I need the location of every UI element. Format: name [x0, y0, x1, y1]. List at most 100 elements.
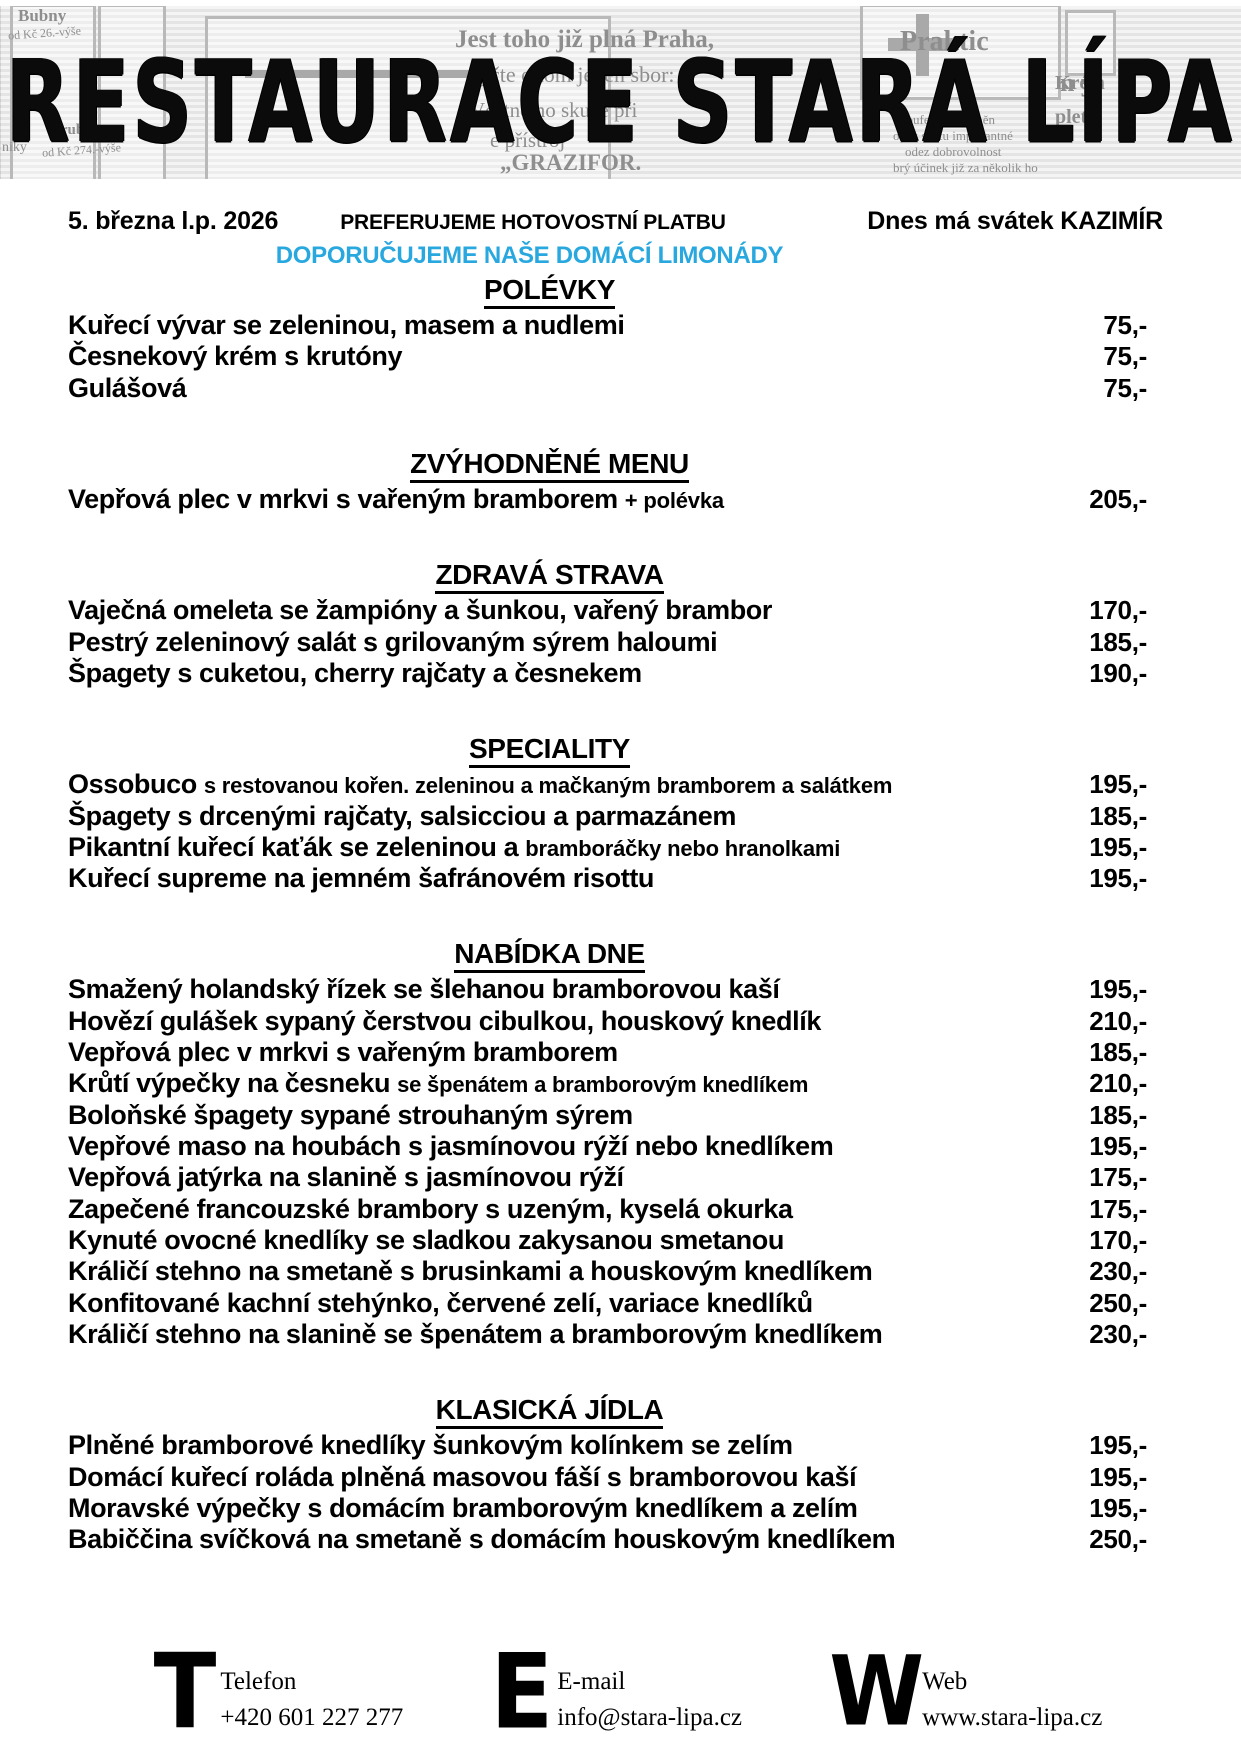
menu-item-price: 185,- [1089, 800, 1147, 831]
np-fragment-ny: n y [1060, 68, 1094, 97]
menu-item-name: Pikantní kuřecí kaťák se zeleninou a [68, 831, 519, 862]
restaurant-title: RESTAURACE STARÁ LÍPA [5, 38, 1236, 169]
np-fragment-niky: niky [2, 140, 27, 155]
menu-item-row: Česnekový krém s krutóny 75,- [68, 341, 1181, 372]
menu-item-name: Ossobuco [68, 769, 197, 800]
menu-sections: POLÉVKY Kuřecí vývar se zeleninou, masem … [68, 274, 1181, 1555]
menu-item-name: Špagety s cuketou, cherry rajčaty a česn… [68, 657, 642, 688]
info-row: 5. března l.p. 2026 PREFERUJEME HOTOVOST… [68, 207, 1181, 236]
menu-item-row: Hovězí gulášek sypaný čerstvou cibulkou,… [68, 1006, 1181, 1037]
section-gap [68, 894, 1181, 934]
menu-item-row: Ossobuco s restovanou kořen. zeleninou a … [68, 769, 1181, 800]
menu-item-price: 175,- [1089, 1193, 1147, 1224]
np-fragment-sbor: vyčte o tom jeden sbor: [468, 62, 675, 87]
np-fragment-grazifor: „GRAZIFOR. [500, 150, 642, 175]
menu-item-price: 195,- [1089, 831, 1147, 862]
section-heading: NABÍDKA DNE [68, 938, 1181, 974]
section-heading: KLASICKÁ JÍDLA [68, 1394, 1181, 1430]
menu-item-name: Vepřová plec v mrkvi s vařeným bramborem [68, 483, 618, 514]
menu-item-price: 185,- [1089, 626, 1147, 657]
menu-item-row: Zapečené francouzské brambory s uzeným, … [68, 1194, 1181, 1225]
menu-item-name: Kynuté ovocné knedlíky se sladkou zakysa… [68, 1224, 784, 1255]
np-fragment-pristroj: e přístroj [490, 128, 566, 152]
menu-item-row: Babiččina svíčková na smetaně s domácím … [68, 1524, 1181, 1555]
np-fragment-pleti: pleti [1055, 106, 1093, 128]
menu-item-row: Králičí stehno na slanině se špenátem a … [68, 1319, 1181, 1350]
menu-item-row: Kuřecí supreme na jemném šafránovém riso… [68, 863, 1181, 894]
menu-item-price: 195,- [1089, 1461, 1147, 1492]
np-fragment-body2: opak světu impozantné [893, 128, 1013, 143]
section-heading-text: ZDRAVÁ STRAVA [435, 559, 664, 595]
menu-item-row: Domácí kuřecí roláda plněná masovou fáší… [68, 1462, 1181, 1493]
menu-item-row: Pestrý zeleninový salát s grilovaným sýr… [68, 627, 1181, 658]
menu-item-name: Kuřecí vývar se zeleninou, masem a nudle… [68, 310, 625, 340]
menu-item-price: 195,- [1089, 1492, 1147, 1523]
menu-item-price: 175,- [1089, 1162, 1147, 1193]
contact-web[interactable]: W Web www.stara-lipa.cz [829, 1644, 1103, 1740]
menu-item-price: 195,- [1089, 769, 1147, 800]
contact-email[interactable]: E E-mail info@stara-lipa.cz [490, 1641, 743, 1744]
np-fragment-praktic: Praktic [900, 26, 989, 57]
phone-label: Telefon [220, 1668, 297, 1695]
menu-item-price: 75,- [1103, 372, 1147, 403]
menu-item-row: Vepřová plec v mrkvi s vařeným bramborem… [68, 484, 1181, 515]
np-fragment-body3: odez dobrovolnost [905, 144, 1002, 159]
menu-item-row: Špagety s drcenými rajčaty, salsicciou a… [68, 801, 1181, 832]
section-heading-text: SPECIALITY [469, 733, 630, 769]
menu-item-name: Babiččina svíčková na smetaně s domácím … [68, 1524, 896, 1555]
menu-item-price: 230,- [1089, 1256, 1147, 1287]
email-label: E-mail [557, 1668, 626, 1695]
np-fragment-vcetne: Včetně ho skuze při [470, 98, 638, 122]
section-gap [68, 515, 1181, 555]
email-value[interactable]: info@stara-lipa.cz [557, 1703, 743, 1731]
menu-item-row: Moravské výpečky s domácím bramborovým k… [68, 1493, 1181, 1524]
nameday-note: Dnes má svátek KAZIMÍR [867, 207, 1163, 235]
section-heading: ZVÝHODNĚNÉ MENU [68, 447, 1181, 483]
section-gap [68, 404, 1181, 444]
menu-item-price: 210,- [1089, 1068, 1147, 1099]
header-banner: Bubny od Kč 26.-výše Trubky od Kč 274.-v… [0, 0, 1241, 185]
menu-item-row: Vaječná omeleta se žampióny a šunkou, va… [68, 595, 1181, 626]
menu-item-price: 195,- [1089, 863, 1147, 894]
np-fragment-praha: Jest toho již plná Praha, [455, 26, 715, 53]
section-heading: SPECIALITY [68, 733, 1181, 769]
menu-item-row: Kuřecí vývar se zeleninou, masem a nudle… [68, 310, 1181, 341]
phone-value[interactable]: +420 601 227 277 [220, 1703, 404, 1731]
menu-item-price: 210,- [1089, 1005, 1147, 1036]
section-gap [68, 689, 1181, 729]
menu-item-row: Vepřové maso na houbách s jasmínovou rýž… [68, 1131, 1181, 1162]
ad-box-right [860, 4, 1061, 100]
menu-item-price: 205,- [1089, 483, 1147, 514]
menu-item-row: Krůtí výpečky na česneku se špenátem a br… [68, 1068, 1181, 1099]
section-heading: ZDRAVÁ STRAVA [68, 559, 1181, 595]
menu-item-name: Smažený holandský řízek se šlehanou bram… [68, 974, 780, 1005]
section-heading-text: NABÍDKA DNE [454, 938, 645, 974]
menu-item-price: 250,- [1089, 1287, 1147, 1318]
menu-item-row: Kynuté ovocné knedlíky se sladkou zakysa… [68, 1225, 1181, 1256]
menu-item-price: 75,- [1103, 341, 1147, 372]
menu-item-price: 230,- [1089, 1318, 1147, 1349]
contact-phone[interactable]: T Telefon +420 601 227 277 [154, 1641, 404, 1744]
menu-item-name: Domácí kuřecí roláda plněná masovou fáší… [68, 1461, 857, 1492]
np-fragment-krem: Krém [1055, 72, 1105, 94]
menu-item-name: Vaječná omeleta se žampióny a šunkou, va… [68, 595, 772, 626]
menu-item-name: Krůtí výpečky na česneku [68, 1068, 391, 1099]
menu-item-price: 75,- [1103, 310, 1147, 340]
np-fragment-bubny: Bubny [18, 6, 67, 25]
menu-item-price: 195,- [1089, 1430, 1147, 1461]
menu-item-name: Gulášová [68, 372, 187, 403]
web-value[interactable]: www.stara-lipa.cz [922, 1703, 1103, 1731]
section-heading-text: ZVÝHODNĚNÉ MENU [410, 447, 689, 483]
menu-item-name: Kuřecí supreme na jemném šafránovém riso… [68, 863, 655, 894]
footer-contacts: T Telefon +420 601 227 277 E E-mail info… [0, 1641, 1241, 1744]
menu-item-name: Králičí stehno na slanině se špenátem a … [68, 1318, 883, 1349]
menu-item-row: Gulášová 75,- [68, 373, 1181, 404]
menu-item-price: 185,- [1089, 1037, 1147, 1068]
menu-item-row: Konfitované kachní stehýnko, červené zel… [68, 1288, 1181, 1319]
menu-item-price: 195,- [1089, 974, 1147, 1005]
menu-item-name: Pestrý zeleninový salát s grilovaným sýr… [68, 626, 718, 657]
banner-bottom-edge [0, 179, 1241, 185]
menu-item-price: 250,- [1089, 1524, 1147, 1555]
menu-item-row: Pikantní kuřecí kaťák se zeleninou a bram… [68, 832, 1181, 863]
menu-item-row: Špagety s cuketou, cherry rajčaty a česn… [68, 658, 1181, 689]
